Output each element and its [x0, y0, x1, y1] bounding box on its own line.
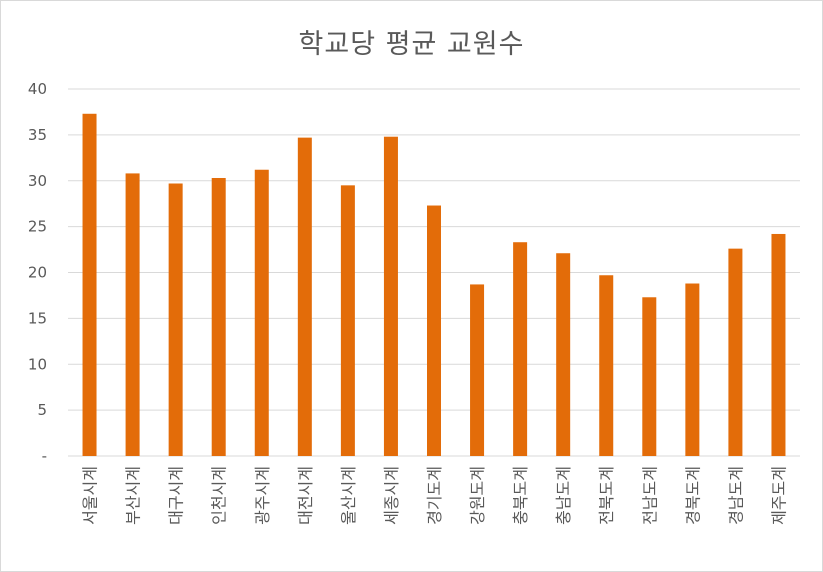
x-category-label: 인천시계 — [210, 466, 229, 525]
bar-9 — [470, 284, 485, 456]
bar-4 — [254, 169, 269, 457]
y-tick-label: - — [42, 447, 47, 465]
y-tick-label: 35 — [28, 126, 47, 144]
bar-12 — [599, 275, 614, 456]
bar-16 — [771, 233, 786, 456]
y-tick-label: 10 — [28, 355, 47, 373]
bar-15 — [728, 248, 743, 456]
y-tick-label: 20 — [28, 264, 47, 282]
bar-6 — [340, 185, 355, 456]
x-category-label: 제주도계 — [769, 466, 788, 525]
x-axis-labels: 서울시계 부산시계 대구시계 인천시계 광주시계 대전시계 울산시계 세종시계 경기도계 강원도계… — [81, 466, 789, 525]
bar-0 — [82, 113, 97, 457]
x-category-label: 전남도계 — [640, 466, 659, 525]
bar-2 — [168, 183, 183, 456]
x-category-label: 대구시계 — [167, 466, 186, 525]
x-category-label: 충북도계 — [511, 466, 530, 525]
x-category-label: 충남도계 — [554, 466, 573, 525]
bar-5 — [297, 137, 312, 456]
y-tick-label: 5 — [37, 401, 47, 419]
x-category-label: 경북도계 — [683, 466, 702, 525]
x-category-label: 세종시계 — [382, 466, 401, 525]
bar-1 — [125, 173, 140, 456]
y-axis-labels: - 5 10 15 20 25 30 35 40 — [28, 80, 47, 465]
y-tick-label: 40 — [28, 80, 47, 98]
bar-13 — [642, 297, 657, 456]
bar-11 — [556, 253, 571, 456]
bars — [82, 113, 786, 457]
bar-7 — [383, 136, 398, 456]
x-category-label: 대전시계 — [296, 466, 315, 525]
x-category-label: 광주시계 — [253, 466, 272, 525]
x-category-label: 부산시계 — [124, 466, 143, 525]
chart-title: 학교당 평균 교원수 — [298, 29, 525, 60]
bar-8 — [427, 205, 441, 456]
bar-14 — [685, 283, 700, 456]
y-tick-label: 30 — [28, 172, 47, 190]
x-category-label: 경남도계 — [726, 466, 745, 525]
x-category-label: 경기도계 — [425, 466, 444, 525]
x-category-label: 서울시계 — [81, 466, 100, 525]
x-category-label: 강원도계 — [468, 466, 487, 525]
y-tick-label: 15 — [28, 309, 47, 327]
x-category-label: 울산시계 — [339, 466, 358, 525]
x-category-label: 전북도계 — [597, 466, 616, 525]
y-tick-label: 25 — [28, 218, 47, 236]
bar-10 — [513, 242, 528, 456]
bar-3 — [211, 177, 226, 456]
